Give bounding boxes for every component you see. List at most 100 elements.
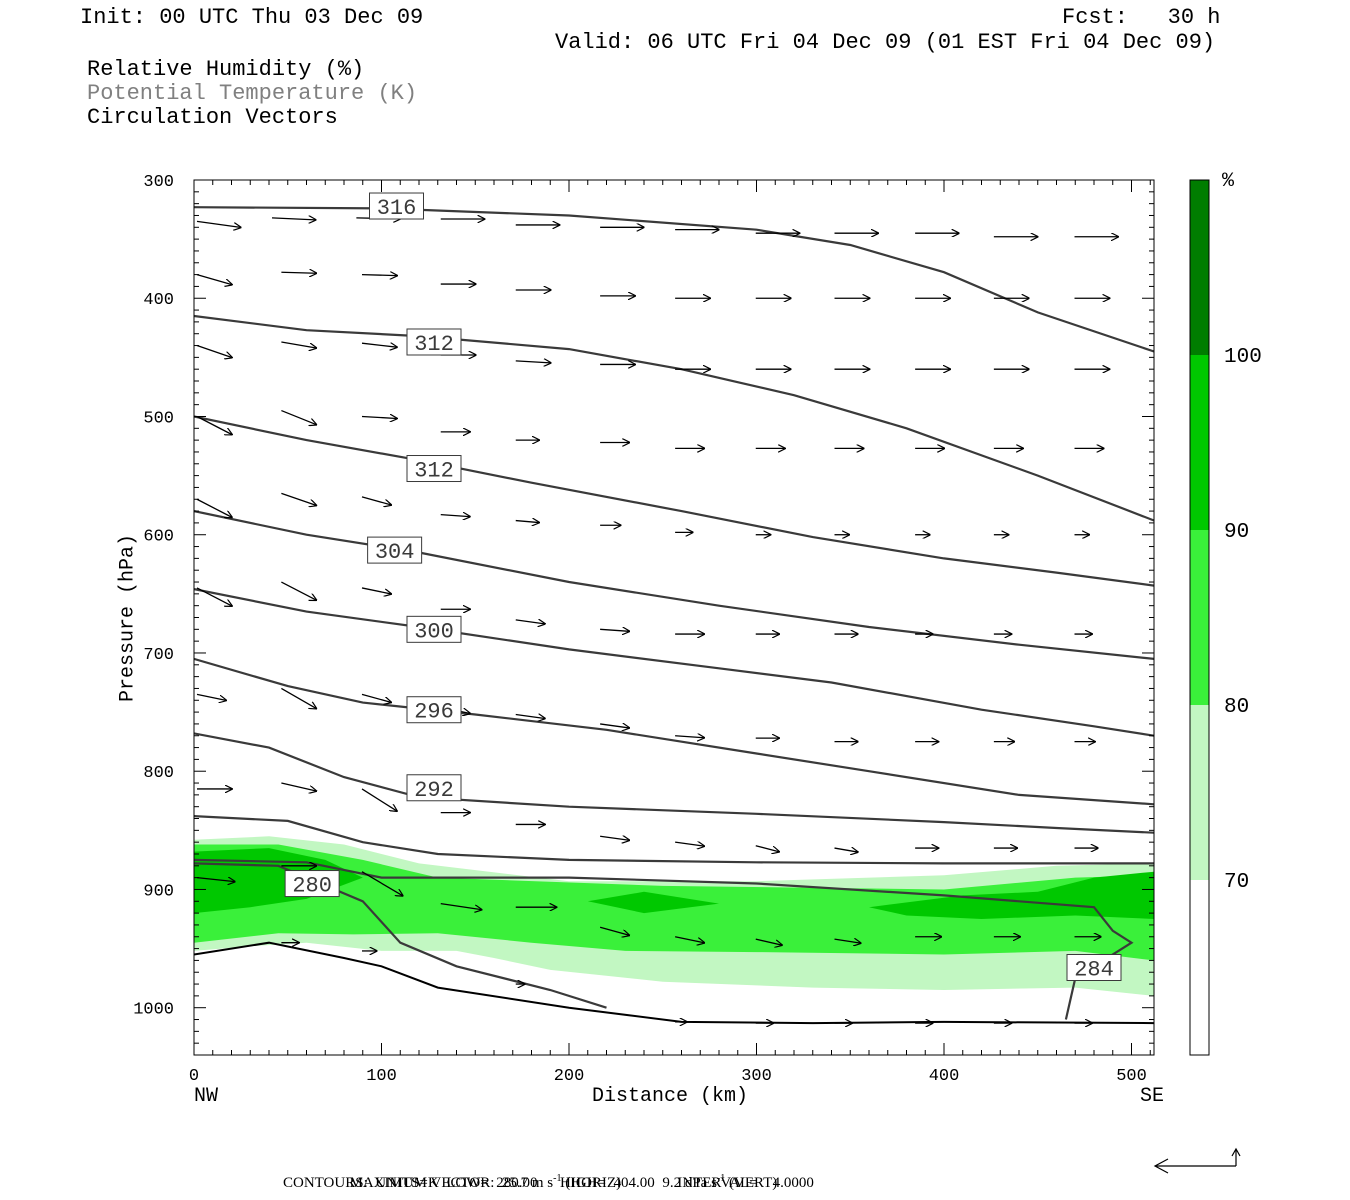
theta-contour-300-4 bbox=[194, 588, 1154, 737]
contour-info-line: CONTOURS: UNITS=K LOW= 280.00 HIGH= 404.… bbox=[283, 1175, 814, 1191]
theta-contour-280-9 bbox=[194, 862, 607, 1009]
theta-label-box-316-0 bbox=[369, 192, 424, 220]
reference-vector-icon bbox=[1153, 1147, 1241, 1174]
theta-label-316-0: 316 bbox=[377, 196, 417, 221]
max-horiz-value: 25.7 m s bbox=[501, 1175, 554, 1191]
x-tick-label-500: 500 bbox=[1116, 1067, 1147, 1086]
circulation-vector-4-2 bbox=[361, 496, 391, 505]
circulation-vector-2-1 bbox=[281, 341, 316, 348]
circulation-vector-5-0 bbox=[196, 587, 232, 606]
theta-label-312-1: 312 bbox=[414, 332, 454, 357]
colorbar-seg-100 bbox=[1190, 180, 1209, 355]
theta-label-box-280-9 bbox=[284, 870, 340, 898]
colorbar-seg-80 bbox=[1190, 530, 1209, 705]
valid-time: Valid: 06 UTC Fri 04 Dec 09 (01 EST Fri … bbox=[555, 30, 1216, 55]
theta-label-box-300-4 bbox=[406, 615, 462, 643]
circulation-vector-5-5 bbox=[600, 629, 629, 631]
x-axis-title: Distance (km) bbox=[592, 1085, 749, 1108]
circulation-vector-1-1 bbox=[281, 272, 316, 273]
theta-label-box-312-2 bbox=[406, 455, 462, 483]
circulation-vector-7-2 bbox=[361, 788, 397, 811]
circulation-vector-6-1 bbox=[281, 687, 316, 708]
circulation-vector-0-1 bbox=[271, 218, 316, 220]
max-vector-prefix: MAXIMUM VECTOR: bbox=[349, 1175, 495, 1191]
x-tick-label-100: 100 bbox=[366, 1067, 397, 1086]
y-tick-label-800: 800 bbox=[143, 764, 174, 783]
theta-contour-312-2 bbox=[194, 415, 1154, 587]
circulation-vector-8-5 bbox=[599, 926, 629, 935]
circulation-vector-7-1 bbox=[281, 782, 316, 791]
init-time: Init: 00 UTC Thu 03 Dec 09 bbox=[80, 5, 424, 30]
circulation-vector-0-0 bbox=[196, 220, 241, 227]
max-vert-suffix: (VERT) bbox=[729, 1175, 778, 1191]
circulation-vector-1-0 bbox=[196, 273, 232, 285]
theta-label-box-284-8 bbox=[1066, 954, 1122, 981]
colorbar-frame bbox=[1189, 179, 1210, 1056]
theta-label-304-3: 304 bbox=[375, 540, 415, 565]
circulation-vector-2-2 bbox=[361, 343, 397, 347]
theta-contour-296-5 bbox=[194, 657, 1154, 806]
circulation-vector-7-8 bbox=[834, 848, 858, 852]
circulation-vector-4-1 bbox=[281, 492, 316, 505]
circulation-vector-4-0 bbox=[196, 498, 232, 517]
theta-label-box-292-6 bbox=[406, 774, 462, 802]
circulation-vector-6-6 bbox=[675, 736, 704, 738]
x-end-label-se: SE bbox=[1140, 1085, 1165, 1108]
colorbar-label-90: 90 bbox=[1224, 521, 1249, 544]
colorbar-seg-90 bbox=[1190, 355, 1209, 530]
theta-label-284-8: 284 bbox=[1074, 958, 1114, 983]
theta-label-box-296-5 bbox=[406, 696, 462, 724]
colorbar-unit: % bbox=[1222, 170, 1235, 193]
colorbar-label-80: 80 bbox=[1224, 696, 1249, 719]
theta-label-300-4: 300 bbox=[414, 619, 454, 644]
x-tick-label-300: 300 bbox=[741, 1067, 772, 1086]
vector-layer bbox=[196, 218, 1154, 1023]
x-tick-label-200: 200 bbox=[554, 1067, 585, 1086]
circulation-vector-5-1 bbox=[281, 581, 316, 600]
theta-label-box-312-1 bbox=[406, 328, 462, 356]
axis-layer: 300 400 500 600 700 800 900 1000 0 100 200 300 400 50… bbox=[133, 173, 1154, 1086]
colorbar: 70 80 90 100 bbox=[1189, 179, 1262, 1056]
y-tick-label-500: 500 bbox=[143, 409, 174, 428]
x-tick-label-0: 0 bbox=[189, 1067, 199, 1086]
circulation-vector-7-6 bbox=[675, 842, 704, 846]
circulation-vector-5-2 bbox=[361, 587, 391, 594]
theta-contour-304-3 bbox=[194, 510, 1154, 660]
max-vector-line: MAXIMUM VECTOR: 25.7 m s -1 (HORIZ) 9.2 d… bbox=[342, 1156, 778, 1192]
max-horiz-suffix: (HORIZ) bbox=[565, 1175, 622, 1191]
circulation-vector-5-4 bbox=[515, 620, 545, 624]
contour-label-layer: 316 312 312 304 300 296 292 284 280 bbox=[284, 192, 1122, 983]
circulation-vector-7-7 bbox=[755, 845, 779, 852]
theta-label-296-5: 296 bbox=[414, 700, 454, 725]
circulation-vector-6-5 bbox=[600, 724, 629, 728]
circulation-vector-2-0 bbox=[196, 344, 232, 358]
max-vert-value: 9.2 dPa s bbox=[662, 1175, 717, 1191]
theta-label-292-6: 292 bbox=[414, 778, 454, 803]
y-tick-label-700: 700 bbox=[143, 646, 174, 665]
circulation-vector-8-2 bbox=[361, 871, 403, 896]
circulation-vector-4-4 bbox=[515, 521, 539, 523]
max-vert-exp: -1 bbox=[716, 1173, 726, 1184]
circulation-vector-6-0 bbox=[196, 693, 226, 700]
rh-region-90-3 bbox=[587, 891, 719, 914]
circulation-vector-3-1 bbox=[281, 409, 316, 425]
circulation-vector-6-2 bbox=[361, 693, 391, 702]
terrain-layer bbox=[194, 941, 1154, 1025]
colorbar-seg-70 bbox=[1190, 705, 1209, 880]
y-tick-label-300: 300 bbox=[143, 173, 174, 192]
colorbar-label-100: 100 bbox=[1224, 346, 1262, 369]
circulation-vector-8-3 bbox=[440, 903, 482, 910]
circulation-vector-8-8 bbox=[834, 939, 861, 943]
circulation-vector-4-3 bbox=[440, 515, 470, 517]
theta-label-312-2: 312 bbox=[414, 459, 454, 484]
theta-contour-312-1 bbox=[194, 314, 1154, 522]
terrain-line bbox=[194, 941, 1154, 1025]
forecast-hour: Fcst: 30 h bbox=[1062, 5, 1221, 30]
field-theta-label: Potential Temperature (K) bbox=[87, 81, 418, 106]
theta-contour-316-0 bbox=[194, 206, 1154, 353]
x-tick-label-400: 400 bbox=[929, 1067, 960, 1086]
theta-label-280-9: 280 bbox=[292, 874, 332, 899]
field-rh-label: Relative Humidity (%) bbox=[87, 57, 365, 82]
theta-contour-288-7 bbox=[194, 815, 1154, 865]
